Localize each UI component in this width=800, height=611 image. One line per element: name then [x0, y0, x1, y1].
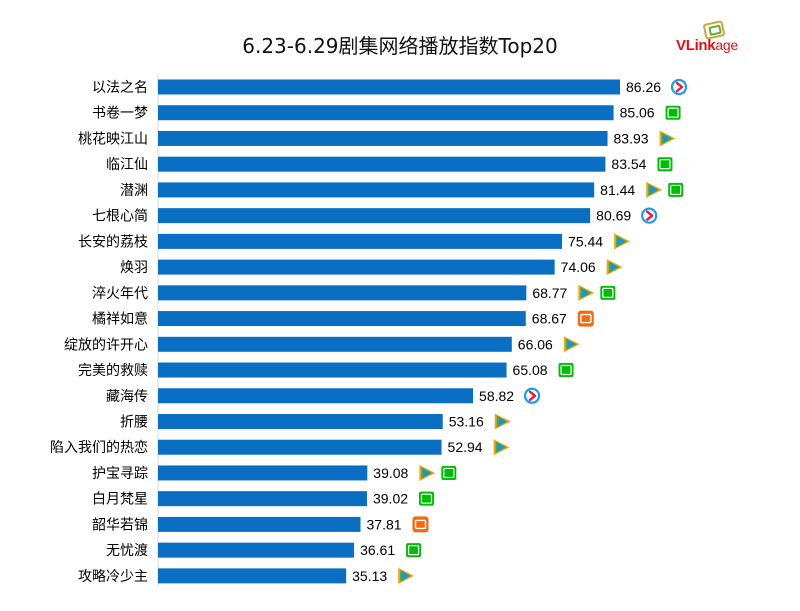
data-label: 68.77 — [532, 285, 567, 301]
bar — [158, 491, 367, 507]
tencent-video-icon — [494, 413, 511, 430]
tencent-video-icon — [614, 233, 631, 250]
category-label: 护宝寻踪 — [92, 466, 148, 482]
category-label: 藏海传 — [106, 389, 148, 405]
data-label: 37.81 — [367, 516, 402, 532]
data-label: 39.02 — [373, 491, 408, 507]
tencent-video-icon — [646, 181, 663, 198]
bar — [158, 542, 355, 558]
category-label: 临江仙 — [106, 157, 148, 173]
bar — [158, 105, 614, 121]
tencent-video-icon — [419, 464, 436, 481]
bar — [158, 130, 608, 146]
category-label: 折腰 — [120, 414, 148, 430]
bar — [158, 388, 474, 404]
mgtv-icon — [577, 310, 594, 327]
bar — [158, 516, 361, 532]
iqiyi-icon — [657, 157, 673, 172]
data-label: 85.06 — [620, 105, 655, 121]
tencent-video-icon — [563, 336, 580, 353]
category-label: 长安的荔枝 — [78, 234, 148, 250]
tencent-video-icon — [606, 259, 623, 276]
category-label: 绽放的许开心 — [64, 337, 148, 353]
data-label: 80.69 — [596, 208, 631, 224]
data-label: 36.61 — [360, 542, 395, 558]
data-label: 75.44 — [568, 233, 603, 249]
category-label: 淬火年代 — [92, 286, 148, 302]
bar — [158, 182, 595, 198]
youku-icon — [670, 78, 688, 96]
data-label: 68.67 — [532, 311, 567, 327]
category-label: 桃花映江山 — [78, 131, 148, 147]
data-label: 39.08 — [373, 465, 408, 481]
tencent-video-icon — [398, 567, 415, 584]
iqiyi-icon — [406, 543, 422, 558]
chart-title: 6.23-6.29剧集网络播放指数Top20 — [242, 34, 558, 58]
category-label: 无忧渡 — [106, 543, 148, 559]
iqiyi-icon — [600, 285, 616, 300]
bar — [158, 208, 591, 224]
data-label: 74.06 — [561, 259, 596, 275]
data-label: 86.26 — [626, 79, 661, 95]
youku-icon — [523, 387, 541, 404]
category-label: 书卷一梦 — [92, 106, 148, 122]
data-label: 58.82 — [479, 388, 514, 404]
bar — [158, 311, 526, 327]
category-label: 以法之名 — [92, 80, 148, 96]
data-label: 65.08 — [513, 362, 548, 378]
category-label: 白月梵星 — [92, 492, 148, 508]
bar — [158, 259, 555, 275]
iqiyi-icon — [668, 182, 684, 197]
data-label: 52.94 — [448, 439, 483, 455]
iqiyi-icon — [558, 363, 574, 378]
bar — [158, 568, 347, 584]
bar — [158, 413, 443, 429]
bar — [158, 336, 512, 352]
category-label: 完美的救赎 — [78, 362, 148, 379]
tencent-video-icon — [578, 284, 595, 301]
bar — [158, 285, 527, 301]
bar — [158, 362, 507, 378]
category-label: 攻略冷少主 — [78, 569, 148, 585]
youku-icon — [641, 207, 658, 224]
data-label: 83.93 — [614, 130, 649, 146]
iqiyi-icon — [665, 105, 681, 120]
category-label: 韶华若锦 — [92, 516, 148, 533]
category-label: 焕羽 — [120, 259, 148, 276]
logo-brand: VLink — [676, 37, 716, 54]
bar — [158, 233, 563, 249]
category-label: 陷入我们的热恋 — [50, 439, 148, 456]
mgtv-icon — [412, 516, 429, 533]
data-label: 83.54 — [611, 156, 646, 172]
category-label: 潜渊 — [120, 183, 148, 199]
data-label: 53.16 — [449, 413, 484, 429]
bar — [158, 156, 606, 172]
bar — [158, 79, 620, 95]
iqiyi-icon — [418, 491, 434, 506]
data-label: 66.06 — [518, 336, 553, 352]
category-label: 七根心简 — [92, 208, 148, 225]
data-label: 35.13 — [352, 568, 387, 584]
category-label: 橘祥如意 — [92, 311, 148, 328]
vlinkage-logo: VLinkage — [676, 20, 756, 54]
tencent-video-icon — [659, 130, 676, 147]
logo-suffix: age — [715, 37, 738, 53]
bar — [158, 465, 368, 481]
tencent-video-icon — [493, 439, 510, 456]
data-label: 81.44 — [600, 182, 635, 198]
bar — [158, 439, 442, 455]
iqiyi-icon — [441, 465, 457, 480]
